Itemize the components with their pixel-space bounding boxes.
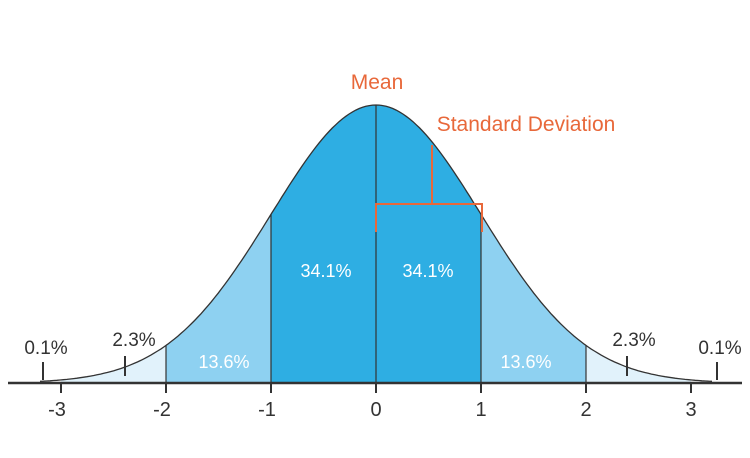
region-label-outer-right: 2.3%	[612, 330, 655, 351]
region-label-middle-left: 13.6%	[198, 352, 249, 372]
x-tick-label: -1	[258, 399, 276, 421]
x-tick-label: -2	[153, 399, 171, 421]
region-label-center-left: 34.1%	[300, 261, 351, 281]
region-label-middle-right: 13.6%	[500, 352, 551, 372]
tail-label-right: 0.1%	[698, 338, 741, 359]
sigma-dividers	[165, 105, 587, 383]
region-area-2	[271, 105, 376, 383]
x-tick-label: 3	[685, 399, 696, 421]
region-label-center-right: 34.1%	[402, 261, 453, 281]
std-dev-annotation: Standard Deviation	[437, 113, 616, 136]
region-area-5	[586, 345, 691, 383]
mean-annotation: Mean	[351, 71, 404, 94]
x-tick-label: 0	[370, 399, 381, 421]
x-tick-label: -3	[48, 399, 66, 421]
x-tick-label: 1	[475, 399, 486, 421]
region-area-3	[376, 105, 481, 383]
tail-label-left: 0.1%	[24, 338, 67, 359]
region-label-outer-left: 2.3%	[112, 330, 155, 351]
x-tick-label: 2	[580, 399, 591, 421]
region-area-0	[61, 345, 166, 383]
bell-curve-outline	[39, 104, 713, 382]
std-dev-bracket	[375, 145, 483, 232]
x-axis-ticks: -3 -2 -1 0 1 2 3	[48, 383, 697, 421]
